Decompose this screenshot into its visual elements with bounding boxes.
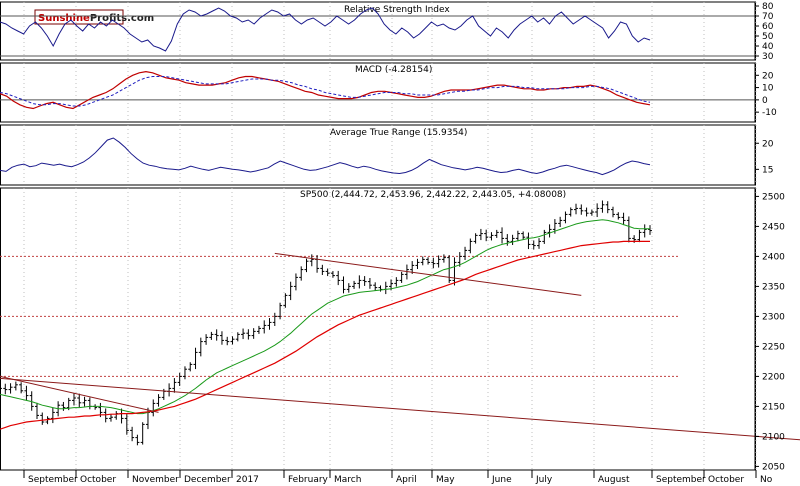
sma50-line — [0, 219, 650, 415]
logo-part3: .com — [127, 13, 154, 24]
x-tick-label: October — [80, 475, 116, 485]
grid-layer — [0, 1, 757, 471]
price-title: SP500 (2,444.72, 2,453.96, 2,442.22, 2,4… — [300, 190, 566, 200]
price-y-tick-label: 2100 — [762, 432, 785, 442]
atr-line — [0, 137, 651, 176]
logo-part2: Profits — [90, 13, 127, 24]
price-y-tick-label: 2300 — [762, 312, 785, 322]
x-tick-label: 2017 — [236, 475, 259, 485]
price-y-tick-label: 2150 — [762, 402, 785, 412]
x-tick-label: May — [436, 475, 455, 485]
x-tick-label: November — [132, 475, 179, 485]
x-tick-label: March — [334, 475, 361, 485]
trend-line — [274, 252, 582, 296]
x-tick-label: September — [28, 475, 78, 485]
macd-y-tick-label: 10 — [762, 84, 774, 94]
x-tick-label: December — [184, 475, 231, 485]
x-tick-label: October — [708, 475, 744, 485]
rsi-panel — [0, 7, 755, 57]
price-y-tick-label: 2500 — [762, 192, 785, 202]
x-tick-label: April — [396, 475, 417, 485]
x-tick-label: February — [288, 475, 329, 485]
rsi-title: Relative Strength Index — [344, 5, 450, 15]
macd-y-tick-label: 20 — [762, 71, 774, 81]
logo-part1: Sunshine — [38, 13, 90, 24]
price-y-tick-label: 2250 — [762, 342, 785, 352]
rsi-y-tick-label: 60 — [762, 22, 774, 32]
price-y-tick-label: 2450 — [762, 222, 785, 232]
rsi-y-tick-label: 70 — [762, 12, 774, 22]
price-y-tick-label: 2200 — [762, 372, 785, 382]
trend-line — [0, 375, 159, 413]
price-y-tick-label: 2350 — [762, 282, 785, 292]
trend-line — [0, 377, 800, 441]
rsi-line — [0, 7, 651, 52]
x-tick-label: August — [598, 475, 630, 485]
atr-y-tick-label: 20 — [762, 139, 774, 149]
x-tick-label: June — [491, 475, 512, 485]
rsi-y-tick-label: 50 — [762, 32, 774, 42]
macd-panel — [0, 70, 755, 110]
price-panel — [0, 200, 800, 446]
price-y-tick-label: 2050 — [762, 462, 785, 472]
macd-y-tick-label: -10 — [762, 108, 777, 118]
x-tick-label: September — [656, 475, 706, 485]
macd-line — [0, 70, 651, 110]
macd-signal-line — [0, 76, 651, 107]
rsi-y-tick-label: 40 — [762, 42, 774, 52]
logo: SunshineProfits.com — [34, 9, 154, 25]
macd-y-tick-label: 0 — [762, 96, 768, 106]
rsi-y-tick-label: 80 — [762, 2, 774, 12]
price-y-tick-label: 2400 — [762, 252, 785, 262]
atr-title: Average True Range (15.9354) — [330, 128, 467, 138]
svg-text:SunshineProfits.com: SunshineProfits.com — [38, 13, 154, 24]
rsi-y-tick-label: 30 — [762, 52, 774, 62]
atr-panel — [0, 137, 651, 176]
axis-layer: September October November December 2017 Febr… — [0, 2, 785, 485]
atr-y-tick-label: 15 — [762, 165, 773, 175]
x-tick-label: No — [760, 475, 773, 485]
sma200-line — [0, 240, 650, 430]
macd-title: MACD (-4.28154) — [355, 65, 432, 75]
x-tick-label: July — [535, 475, 553, 485]
